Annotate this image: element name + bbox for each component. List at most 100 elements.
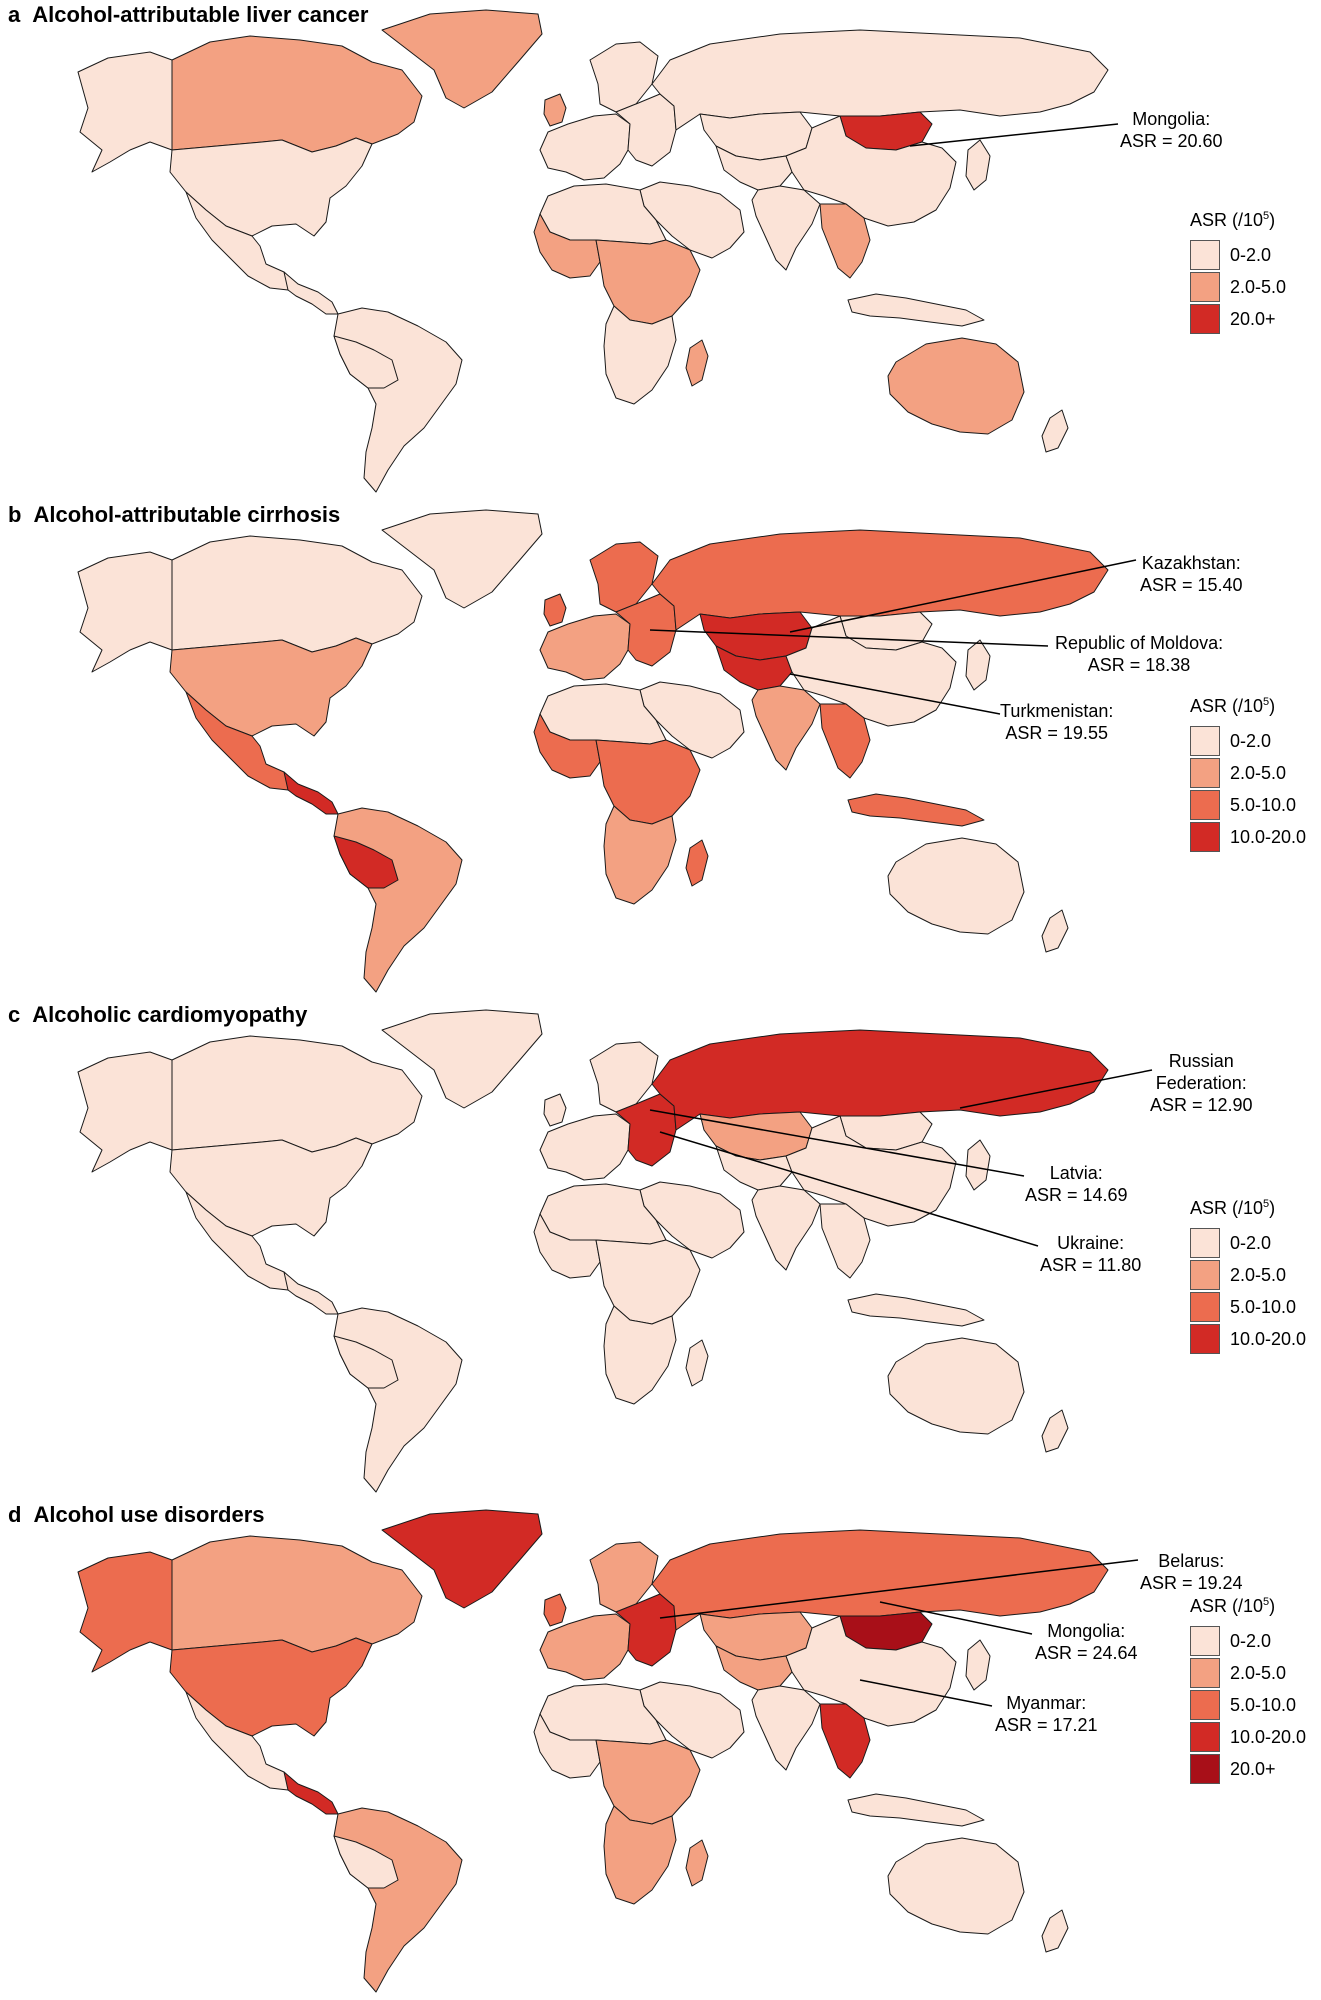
region-russia: [651, 1529, 1109, 1631]
panel-a: a Alcohol-attributable liver cancer Mongo…: [0, 0, 1321, 500]
legend-label: 10.0-20.0: [1230, 1328, 1307, 1349]
world-map-c: [77, 1009, 1153, 1493]
callout-russian-federation: Russian Federation: ASR = 12.90: [1150, 1050, 1253, 1116]
region-peru-bolivia: [333, 335, 399, 389]
region-greenland: [381, 1009, 543, 1109]
region-japan: [965, 1639, 991, 1691]
legend-a: ASR (/105) 0-2.0 2.0-5.0 20.0+: [1190, 210, 1286, 335]
legend-label: 10.0-20.0: [1230, 1726, 1307, 1747]
callout-leader-line: [879, 1601, 1033, 1635]
region-alaska: [77, 1051, 173, 1173]
region-central-america: [283, 771, 339, 815]
region-madagascar: [685, 339, 709, 387]
region-central-africa: [595, 739, 701, 825]
region-indonesia: [847, 793, 985, 827]
panel-title-text: Alcohol-attributable cirrhosis: [33, 502, 341, 527]
legend-b: ASR (/105) 0-2.0 2.0-5.0 5.0-10.0 10.0-20.0: [1190, 696, 1306, 853]
region-new-zealand: [1041, 1909, 1069, 1953]
region-central-africa: [595, 1739, 701, 1825]
panel-title: a Alcohol-attributable liver cancer: [8, 2, 368, 28]
region-central-africa: [595, 1239, 701, 1325]
legend-rows: 0-2.0 2.0-5.0 20.0+: [1190, 239, 1286, 335]
legend-swatch: [1190, 790, 1220, 820]
region-europe: [539, 613, 631, 681]
region-greenland: [381, 1509, 543, 1609]
legend-label: 0-2.0: [1230, 244, 1272, 265]
region-central-asia: [715, 145, 793, 191]
panel-b: b Alcohol-attributable cirrhosis Kazakhst…: [0, 500, 1321, 1000]
region-southeast-asia: [819, 203, 871, 279]
region-peru-bolivia: [333, 835, 399, 889]
panel-title: d Alcohol use disorders: [8, 1502, 265, 1528]
legend-row: 5.0-10.0: [1190, 1689, 1306, 1721]
callout-belarus: Belarus: ASR = 19.24: [1140, 1550, 1243, 1594]
legend-label: 20.0+: [1230, 308, 1276, 329]
region-indonesia: [847, 1793, 985, 1827]
callout-leader-line: [789, 673, 1001, 715]
legend-label: 2.0-5.0: [1230, 1662, 1287, 1683]
region-greenland: [381, 9, 543, 109]
callout-line: Belarus:: [1158, 1551, 1225, 1571]
region-uk: [543, 93, 567, 127]
region-indonesia: [847, 293, 985, 327]
region-central-asia: [715, 1645, 793, 1691]
region-india: [751, 1685, 821, 1771]
panel-letter: d: [8, 1502, 22, 1527]
legend-row: 2.0-5.0: [1190, 1657, 1306, 1689]
legend-title: ASR (/105): [1190, 210, 1276, 230]
region-east-europe: [615, 593, 677, 667]
region-east-europe: [615, 1593, 677, 1667]
region-india: [751, 185, 821, 271]
region-east-europe: [615, 93, 677, 167]
callout-line: ASR = 19.55: [1005, 723, 1108, 743]
legend-title: ASR (/105): [1190, 696, 1276, 716]
callout-line: Mongolia:: [1132, 109, 1211, 129]
legend-swatch: [1190, 1228, 1220, 1258]
callout-leader-line: [649, 1109, 1025, 1177]
region-central-africa: [595, 239, 701, 325]
callout-kazakhstan: Kazakhstan: ASR = 15.40: [1140, 552, 1243, 596]
legend-row: 0-2.0: [1190, 1625, 1306, 1657]
panel-letter: a: [8, 2, 21, 27]
legend-label: 5.0-10.0: [1230, 1694, 1297, 1715]
legend-row: 2.0-5.0: [1190, 757, 1306, 789]
legend-swatch: [1190, 1754, 1220, 1784]
region-south-america: [333, 307, 463, 493]
legend-row: 2.0-5.0: [1190, 271, 1286, 303]
legend-rows: 0-2.0 2.0-5.0 5.0-10.0 10.0-20.0 20.0+: [1190, 1625, 1306, 1785]
callout-leader-line: [659, 1559, 1139, 1619]
region-alaska: [77, 51, 173, 173]
callout-line: ASR = 24.64: [1035, 1643, 1138, 1663]
region-central-america: [283, 271, 339, 315]
region-russia: [651, 29, 1109, 131]
region-japan: [965, 1139, 991, 1191]
legend-row: 20.0+: [1190, 303, 1286, 335]
legend-c: ASR (/105) 0-2.0 2.0-5.0 5.0-10.0 10.0-20.0: [1190, 1198, 1306, 1355]
legend-swatch: [1190, 304, 1220, 334]
region-southeast-asia: [819, 1203, 871, 1279]
world-map-b: [77, 509, 1137, 993]
legend-row: 10.0-20.0: [1190, 1323, 1306, 1355]
legend-swatch: [1190, 1626, 1220, 1656]
legend-swatch: [1190, 822, 1220, 852]
panel-title-text: Alcohol-attributable liver cancer: [32, 2, 369, 27]
region-china: [785, 1615, 957, 1727]
region-alaska: [77, 1551, 173, 1673]
legend-row: 0-2.0: [1190, 725, 1306, 757]
legend-label: 0-2.0: [1230, 1630, 1272, 1651]
panel-title-text: Alcohol use disorders: [33, 1502, 265, 1527]
region-new-zealand: [1041, 909, 1069, 953]
legend-swatch: [1190, 726, 1220, 756]
region-japan: [965, 639, 991, 691]
region-australia: [887, 837, 1025, 935]
callout-line: Latvia:: [1049, 1163, 1103, 1183]
callout-myanmar: Myanmar: ASR = 17.21: [995, 1692, 1098, 1736]
legend-swatch: [1190, 758, 1220, 788]
region-europe: [539, 1113, 631, 1181]
panel-letter: c: [8, 1002, 21, 1027]
region-new-zealand: [1041, 1409, 1069, 1453]
legend-label: 0-2.0: [1230, 1232, 1272, 1253]
region-southern-africa: [603, 805, 677, 905]
region-china: [785, 615, 957, 727]
legend-label: 2.0-5.0: [1230, 1264, 1287, 1285]
